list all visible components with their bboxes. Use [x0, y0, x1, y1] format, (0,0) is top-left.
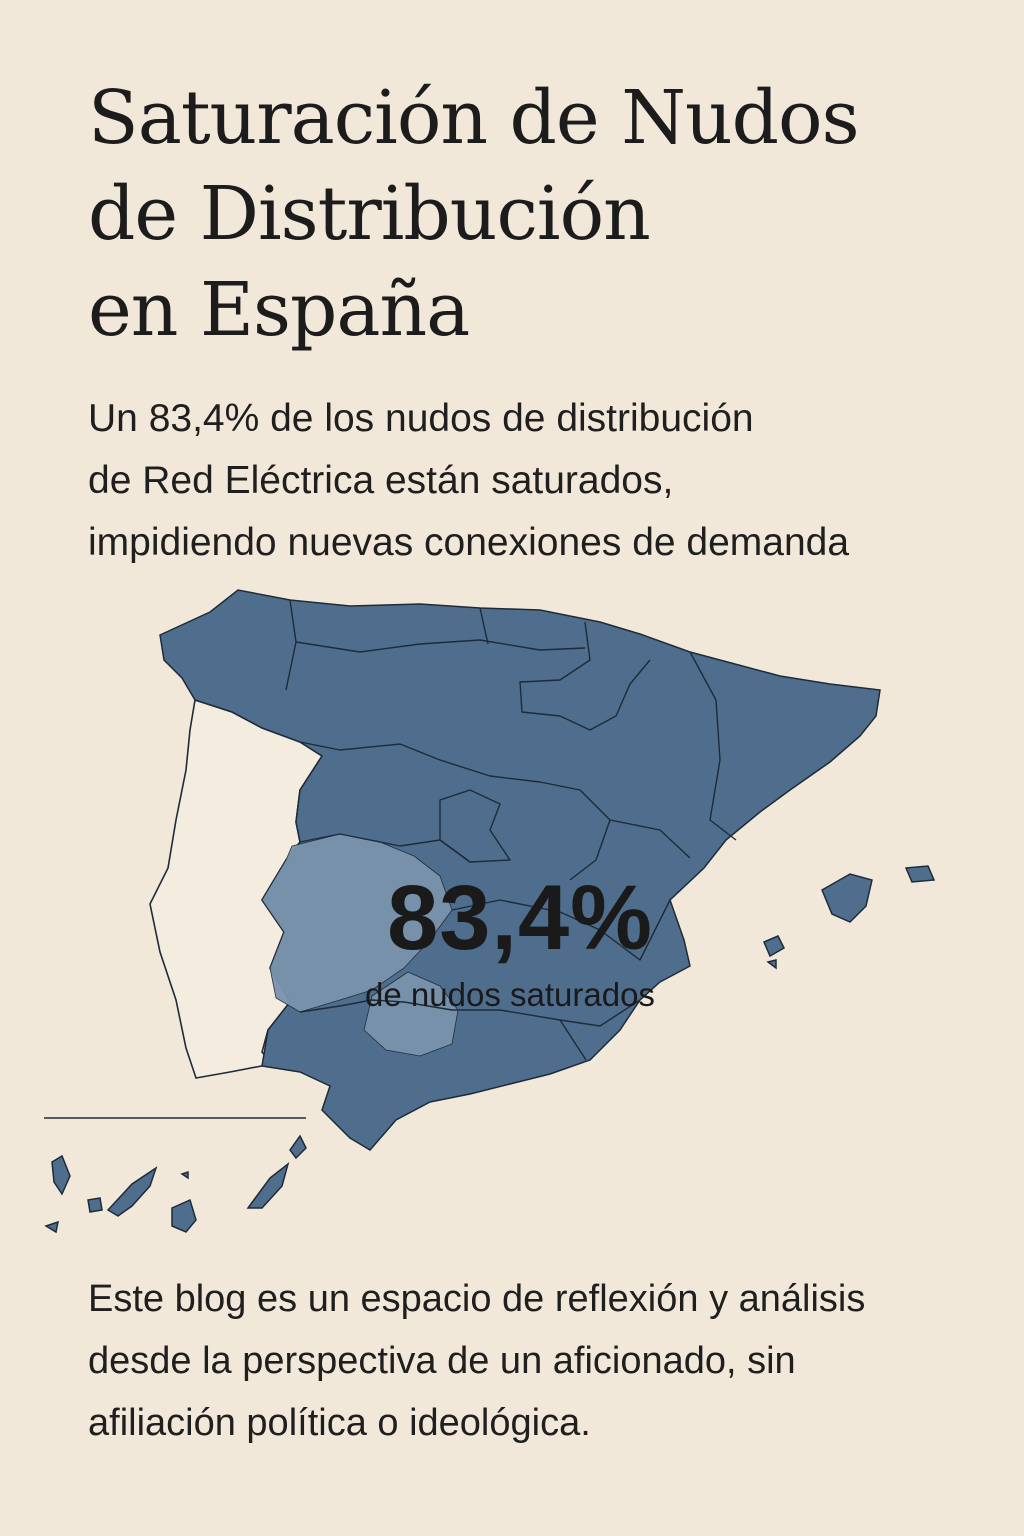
subtitle-line: de Red Eléctrica están saturados, [88, 459, 674, 502]
canary-la-gomera [87, 1197, 103, 1213]
page-title: Saturación de Nudos de Distribución en E… [88, 70, 968, 358]
footer-disclaimer: Este blog es un espacio de reflexión y a… [88, 1268, 988, 1454]
canary-gran-canaria [171, 1198, 197, 1233]
region-border [451, 899, 671, 961]
balearic-menorca [904, 865, 936, 883]
spain-map [44, 589, 936, 1234]
region-border [295, 639, 586, 653]
canary-fuerteventura [246, 1162, 290, 1209]
highlight-region-south [363, 971, 459, 1057]
balearic-ibiza [763, 935, 785, 958]
subtitle-line: Un 83,4% de los nudos de distribución [88, 397, 754, 440]
balearic-formentera [766, 959, 777, 970]
region-border [299, 999, 641, 1027]
canary-el-hierro [44, 1220, 59, 1234]
title-line: Saturación de Nudos [88, 75, 860, 161]
page-subtitle: Un 83,4% de los nudos de distribución de… [88, 388, 988, 574]
region-border [689, 651, 737, 841]
balearic-mallorca [821, 873, 873, 923]
title-line: de Distribución [88, 171, 651, 257]
region-border [519, 621, 651, 731]
subtitle-line: impidiendo nuevas conexiones de demanda [88, 521, 850, 564]
saturation-stat-label: de nudos saturados [365, 976, 655, 1013]
canary-lanzarote [289, 1134, 307, 1160]
canary-tenerife [106, 1166, 158, 1217]
canary-graciosa [180, 1170, 189, 1180]
region-borders [285, 599, 737, 1061]
region-border [299, 833, 471, 863]
footer-line: desde la perspectiva de un aficionado, s… [88, 1340, 796, 1382]
canary-la-palma [51, 1154, 71, 1196]
footer-line: Este blog es un espacio de reflexión y a… [88, 1278, 866, 1320]
region-border [479, 607, 489, 645]
region-border [439, 759, 611, 881]
spain-mainland-shape [159, 589, 881, 1151]
region-border [299, 741, 441, 761]
footer-line: afiliación política o ideológica. [88, 1402, 591, 1444]
title-line: en España [88, 267, 470, 353]
region-border [559, 1019, 587, 1061]
highlight-region-west [261, 833, 453, 1013]
saturation-stat-value: 83,4% [387, 867, 653, 969]
region-border [609, 819, 691, 859]
